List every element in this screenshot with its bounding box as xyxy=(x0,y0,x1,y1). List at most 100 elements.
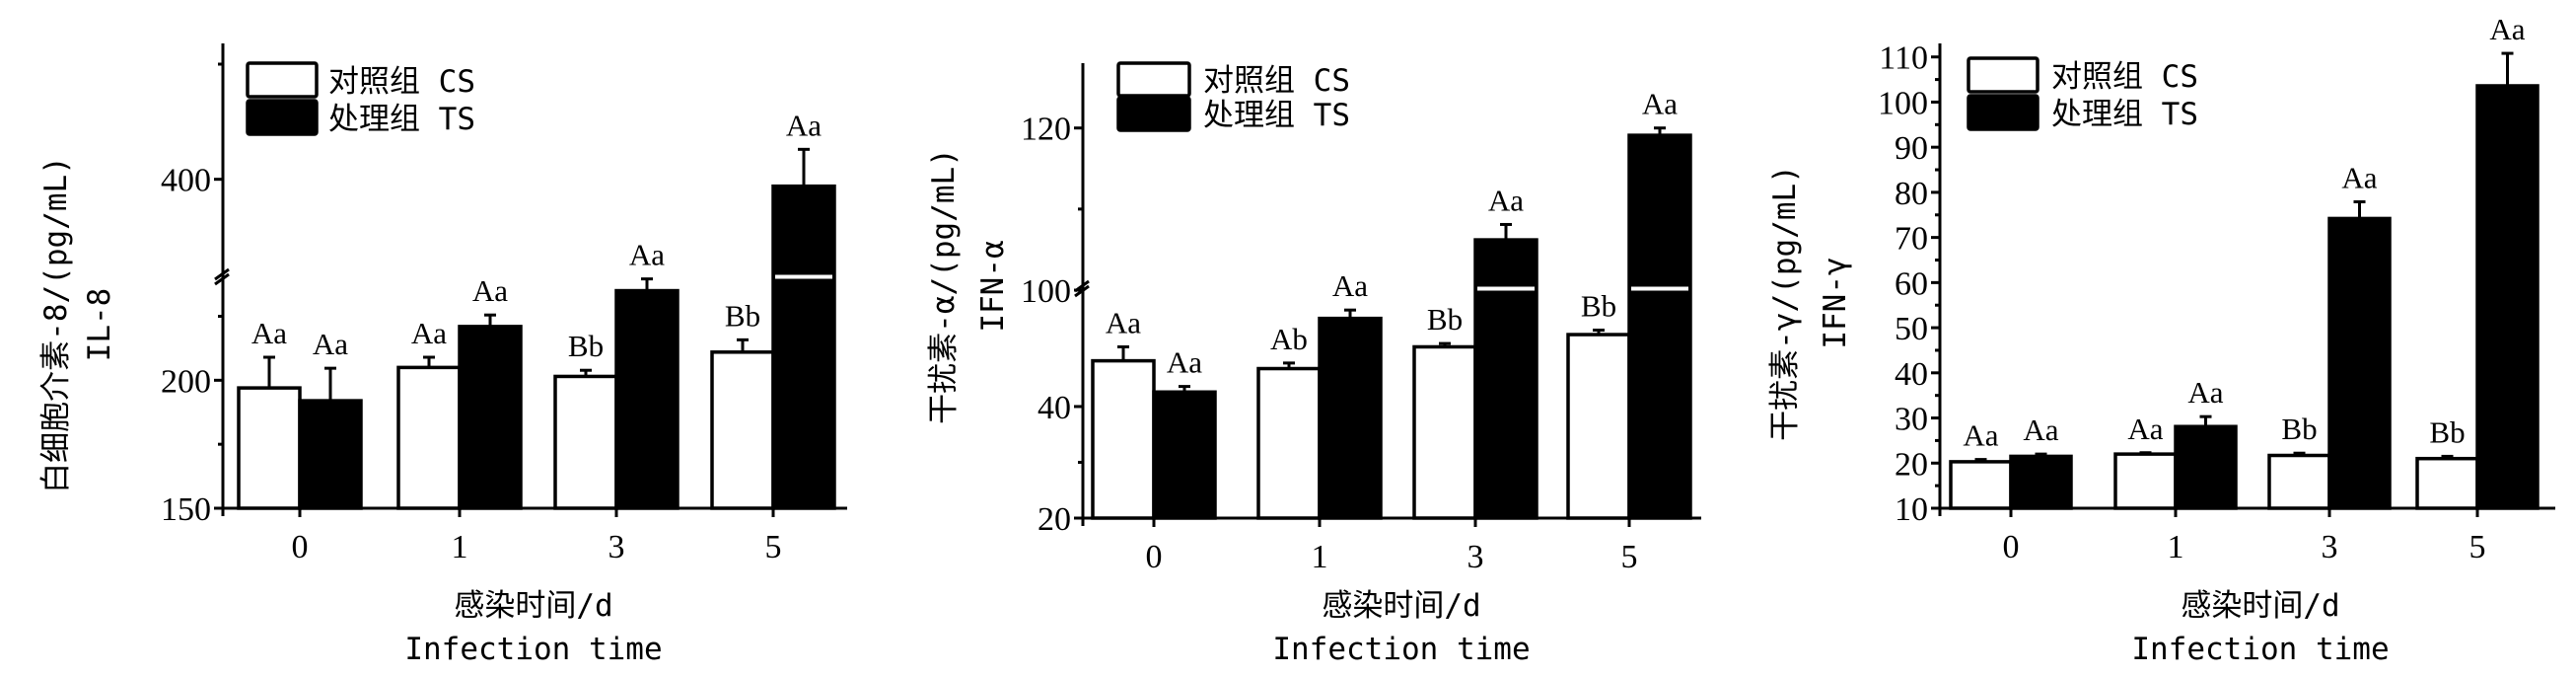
bar-cs xyxy=(1566,333,1631,520)
y-axis-label-en: IL-8 xyxy=(82,288,117,362)
legend-swatch-ts xyxy=(1116,96,1191,132)
legend-label-ts: 处理组 TS xyxy=(2051,97,2198,132)
y-tick-label: 60 xyxy=(1895,265,1928,302)
x-axis-label-en: Infection time xyxy=(404,632,662,667)
y-tick-label: 10 xyxy=(1895,491,1928,528)
significance-label: Ab xyxy=(1270,322,1308,356)
bar-ts xyxy=(2475,84,2540,510)
x-tick-label: 0 xyxy=(1146,539,1163,575)
x-tick-label: 5 xyxy=(2469,529,2486,565)
bar-ts xyxy=(771,184,836,510)
bar-cs xyxy=(2267,453,2331,510)
bar-cs xyxy=(396,365,462,510)
y-tick-label: 80 xyxy=(1895,176,1928,212)
y-axis-label: 干扰素-α/(pg/mL) xyxy=(926,148,962,424)
bar-ts xyxy=(458,325,523,510)
y-axis-label-en: IFN-α xyxy=(975,240,1011,332)
significance-label: Bb xyxy=(568,329,604,363)
x-tick-label: 5 xyxy=(1621,539,1638,575)
significance-label: Aa xyxy=(2127,412,2163,446)
legend-swatch-ts xyxy=(1967,94,2039,131)
y-axis-label: 白细胞介素-8/(pg/mL) xyxy=(38,156,74,493)
significance-label: Aa xyxy=(2341,161,2377,195)
y-tick-label: 30 xyxy=(1895,402,1928,438)
bar-cs xyxy=(1256,366,1322,520)
x-tick-label: 3 xyxy=(2322,529,2338,565)
significance-label: Aa xyxy=(411,316,447,350)
legend-label-cs: 对照组 CS xyxy=(1203,63,1350,99)
y-axis-label-en: IFN-γ xyxy=(1818,257,1853,348)
significance-label: Aa xyxy=(1963,418,1998,453)
significance-label: Bb xyxy=(2281,412,2317,446)
x-tick-label: 0 xyxy=(2003,529,2020,565)
bar-cs xyxy=(1091,358,1156,520)
legend-swatch-cs xyxy=(1116,61,1191,98)
x-axis-label-en: Infection time xyxy=(2131,632,2389,667)
significance-label: Aa xyxy=(2489,12,2525,46)
bar-ts xyxy=(1152,390,1217,520)
x-axis-label: 感染时间/d xyxy=(454,588,612,624)
axis-break-mark xyxy=(214,267,230,286)
x-tick-label: 3 xyxy=(1467,539,1484,575)
significance-label: Aa xyxy=(1332,268,1368,303)
bar-ts xyxy=(614,288,680,510)
chart-3: Aa Aa Bb BbAaAaAaAa102030405060708090100110… xyxy=(1767,12,2555,667)
x-tick-label: 1 xyxy=(452,529,468,565)
significance-label: Bb xyxy=(1581,289,1616,324)
bar-ts xyxy=(1318,316,1383,520)
y-tick-label: 50 xyxy=(1895,311,1928,347)
y-axis-label: 干扰素-γ/(pg/mL) xyxy=(1767,165,1803,441)
significance-label: Aa xyxy=(1488,183,1524,217)
significance-label: Aa xyxy=(786,108,822,142)
x-tick-label: 1 xyxy=(1312,539,1328,575)
significance-label: Bb xyxy=(1427,302,1463,337)
legend-label-ts: 处理组 TS xyxy=(1203,98,1350,133)
x-axis-label: 感染时间/d xyxy=(1322,588,1480,624)
legend-swatch-ts xyxy=(246,99,319,136)
significance-label: Aa xyxy=(1167,345,1202,380)
y-tick-label: 70 xyxy=(1895,221,1928,258)
x-axis-label-en: Infection time xyxy=(1272,632,1530,667)
y-tick-label: 200 xyxy=(161,363,211,400)
y-tick-label: 150 xyxy=(161,491,211,528)
y-tick-label: 110 xyxy=(1879,40,1928,77)
significance-label: Aa xyxy=(313,327,348,361)
legend-swatch-cs xyxy=(246,61,319,99)
y-tick-label: 40 xyxy=(1038,390,1071,426)
bar-cs xyxy=(2415,456,2479,510)
bar-cs xyxy=(1949,460,2013,510)
y-tick-label: 100 xyxy=(1021,273,1071,310)
bar-cs xyxy=(710,350,775,510)
y-tick-label: 20 xyxy=(1895,446,1928,483)
significance-label: Aa xyxy=(629,238,665,272)
legend-swatch-cs xyxy=(1967,56,2039,94)
bar-cs xyxy=(237,386,302,510)
y-tick-label: 120 xyxy=(1021,112,1071,148)
y-tick-label: 400 xyxy=(161,163,211,199)
significance-label: Aa xyxy=(1642,87,1678,121)
bar-ts xyxy=(298,399,363,510)
x-axis-label: 感染时间/d xyxy=(2181,588,2339,624)
y-tick-label: 20 xyxy=(1038,501,1071,538)
y-tick-label: 40 xyxy=(1895,356,1928,393)
significance-label: Bb xyxy=(725,298,760,333)
x-tick-label: 1 xyxy=(2168,529,2184,565)
bar-ts xyxy=(2327,216,2392,510)
bar-cs xyxy=(2113,452,2178,510)
x-tick-label: 5 xyxy=(765,529,782,565)
legend-label-cs: 对照组 CS xyxy=(2051,59,2198,95)
y-tick-label: 90 xyxy=(1895,130,1928,167)
bar-cs xyxy=(1412,344,1477,520)
x-tick-label: 0 xyxy=(292,529,309,565)
significance-label: Aa xyxy=(472,273,508,308)
significance-label: Bb xyxy=(2429,414,2465,449)
legend-label-ts: 处理组 TS xyxy=(328,102,475,137)
x-tick-label: 3 xyxy=(608,529,625,565)
bar-ts xyxy=(2174,424,2238,510)
bar-ts xyxy=(1473,238,1538,520)
legend-label-cs: 对照组 CS xyxy=(328,64,475,100)
significance-label: Aa xyxy=(2187,375,2223,410)
